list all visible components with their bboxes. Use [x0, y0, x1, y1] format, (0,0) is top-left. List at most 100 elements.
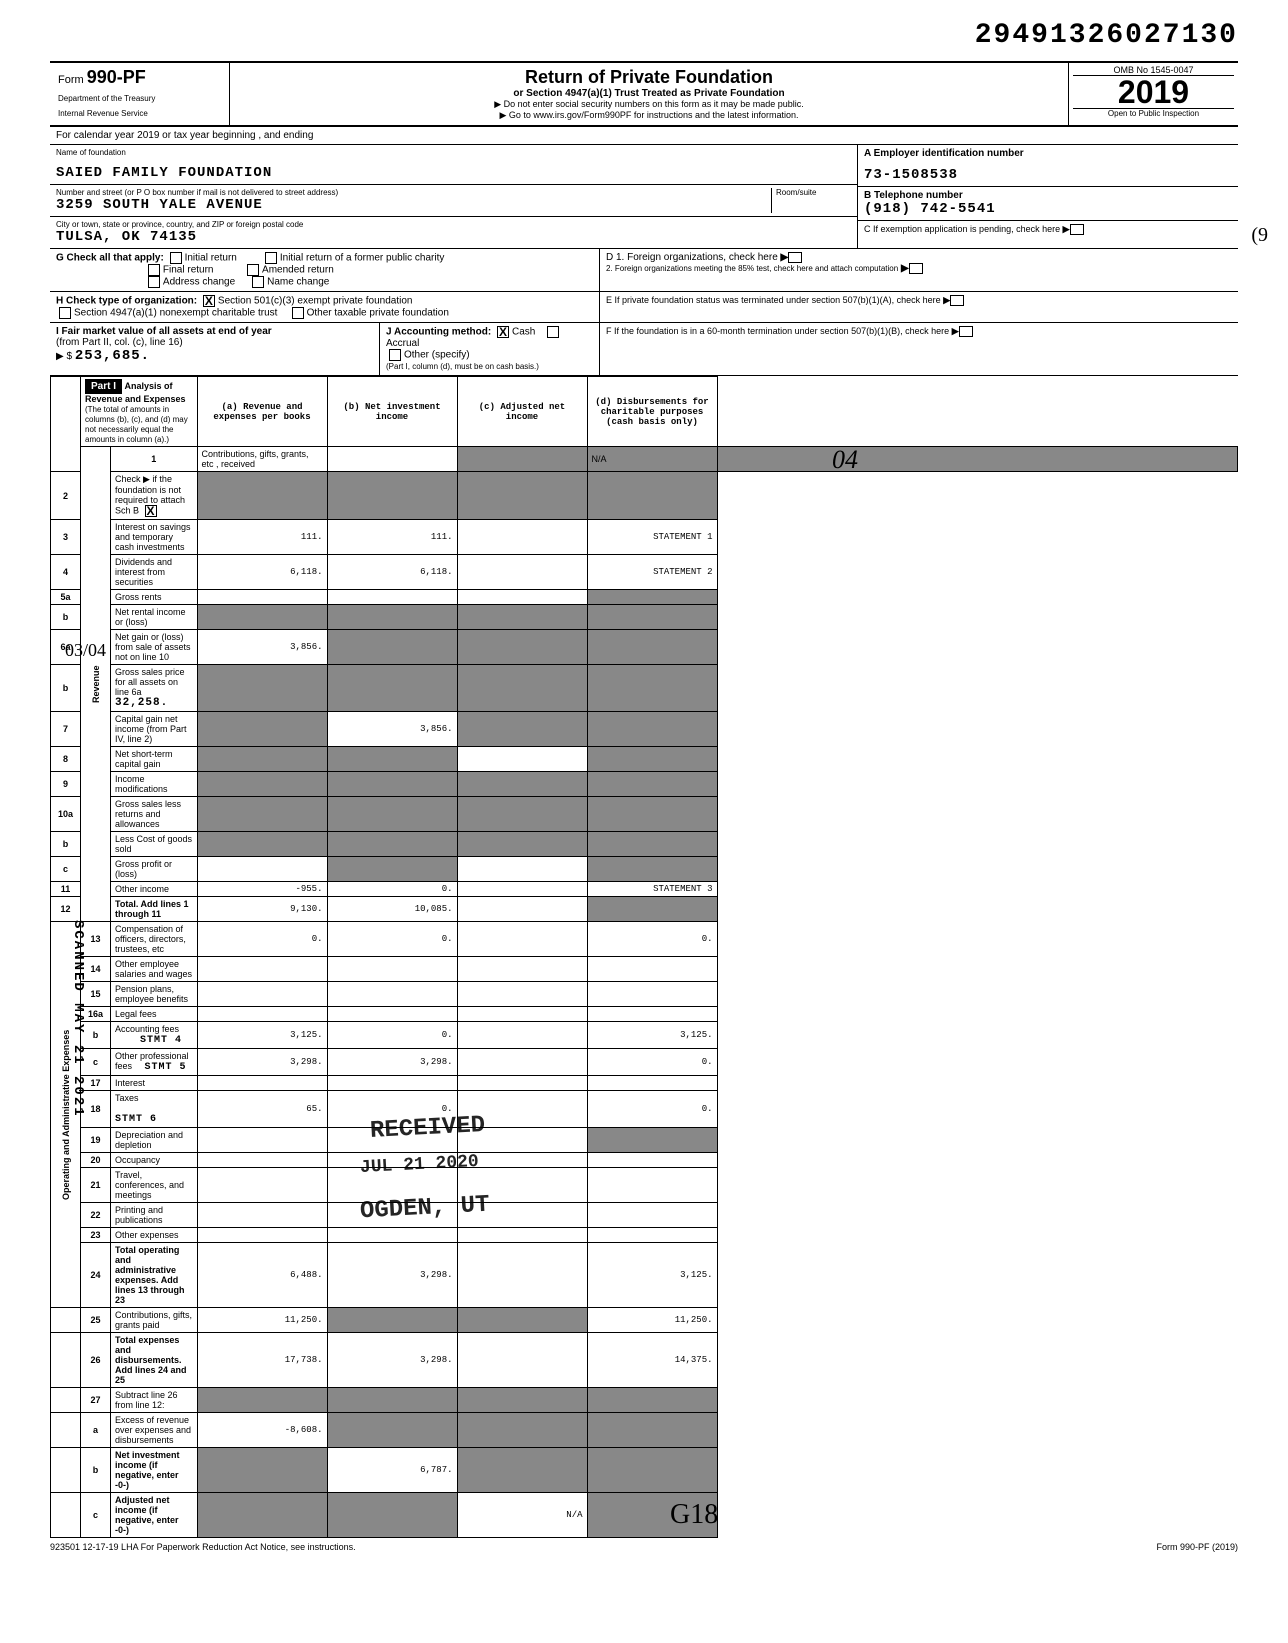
- cash-checkbox[interactable]: [497, 326, 509, 338]
- d1-label: D 1. Foreign organizations, check here: [606, 252, 778, 263]
- d2-label: 2. Foreign organizations meeting the 85%…: [606, 264, 898, 273]
- name-label: Name of foundation: [56, 148, 851, 157]
- l12b: 10,085.: [327, 897, 457, 922]
- line27b: Net investment income (if negative, ente…: [115, 1450, 180, 1490]
- j-accrual: Accrual: [386, 338, 419, 349]
- line10a: Gross sales less returns and allowances: [111, 797, 198, 832]
- l4d: STATEMENT 2: [587, 555, 717, 590]
- l24a: 6,488.: [197, 1243, 327, 1308]
- l16bstmt: STMT 4: [140, 1035, 182, 1046]
- c-checkbox[interactable]: [1070, 224, 1084, 235]
- line5b: Net rental income or (loss): [111, 605, 198, 630]
- initial-return-checkbox[interactable]: [170, 252, 182, 264]
- address: 3259 SOUTH YALE AVENUE: [56, 197, 771, 213]
- l13d: 0.: [587, 922, 717, 957]
- i-arrow: ▶ $: [56, 351, 72, 362]
- h-4947: Section 4947(a)(1) nonexempt charitable …: [74, 308, 277, 319]
- l24d: 3,125.: [587, 1243, 717, 1308]
- final-return-checkbox[interactable]: [148, 264, 160, 276]
- l27cc: N/A: [457, 1493, 587, 1538]
- i-label: I Fair market value of all assets at end…: [56, 326, 272, 337]
- line12: Total. Add lines 1 through 11: [115, 899, 189, 919]
- i-from: (from Part II, col. (c), line 16): [56, 337, 183, 348]
- city-label: City or town, state or province, country…: [56, 220, 851, 229]
- c-label: C If exemption application is pending, c…: [864, 224, 1060, 234]
- line18: Taxes: [115, 1093, 139, 1103]
- form-prefix: Form: [58, 74, 84, 86]
- addr-change-checkbox[interactable]: [148, 276, 160, 288]
- l16ca: 3,298.: [197, 1049, 327, 1076]
- hand-side-note: 03/04: [65, 640, 106, 661]
- accrual-checkbox[interactable]: [547, 326, 559, 338]
- line1: Contributions, gifts, grants, etc , rece…: [197, 447, 327, 472]
- l11d: STATEMENT 3: [587, 882, 717, 897]
- line21: Travel, conferences, and meetings: [111, 1168, 198, 1203]
- form-note2: ▶ Go to www.irs.gov/Form990PF for instru…: [238, 110, 1060, 121]
- l12a: 9,130.: [197, 897, 327, 922]
- j-other: Other (specify): [404, 350, 470, 361]
- revenue-label: Revenue: [81, 447, 111, 922]
- name-change-checkbox[interactable]: [252, 276, 264, 288]
- l25d: 11,250.: [587, 1308, 717, 1333]
- l3b: 111.: [327, 520, 457, 555]
- city-state-zip: TULSA, OK 74135: [56, 229, 851, 245]
- line16b: Accounting fees: [115, 1024, 179, 1034]
- l3d: STATEMENT 1: [587, 520, 717, 555]
- phone-value: (918) 742-5541: [864, 201, 1232, 217]
- line5a: Gross rents: [111, 590, 198, 605]
- col-c-header: (c) Adjusted net income: [457, 377, 587, 447]
- l16bb: 0.: [327, 1022, 457, 1049]
- col-b-header: (b) Net investment income: [327, 377, 457, 447]
- l3a: 111.: [197, 520, 327, 555]
- h-label: H Check type of organization:: [56, 296, 197, 307]
- l11a: -955.: [197, 882, 327, 897]
- h-4947-checkbox[interactable]: [59, 307, 71, 319]
- line8: Net short-term capital gain: [111, 747, 198, 772]
- l26b: 3,298.: [327, 1333, 457, 1388]
- f-checkbox[interactable]: [959, 326, 973, 337]
- l16ba: 3,125.: [197, 1022, 327, 1049]
- l16cb: 3,298.: [327, 1049, 457, 1076]
- na-cell: N/A: [587, 447, 717, 472]
- addr-label: Number and street (or P O box number if …: [56, 188, 771, 197]
- l16cstmt: STMT 5: [145, 1062, 187, 1073]
- amended-checkbox[interactable]: [247, 264, 259, 276]
- col-a-header: (a) Revenue and expenses per books: [197, 377, 327, 447]
- form-header: Form 990-PF Department of the Treasury I…: [50, 61, 1238, 127]
- tax-year-line: For calendar year 2019 or tax year begin…: [50, 127, 1238, 145]
- part1-subtitle: (The total of amounts in columns (b), (c…: [85, 405, 188, 444]
- line27a: Excess of revenue over expenses and disb…: [111, 1413, 198, 1448]
- line6b: Gross sales price for all assets on line…: [115, 667, 185, 697]
- d2-checkbox[interactable]: [909, 263, 923, 274]
- initial-former-checkbox[interactable]: [265, 252, 277, 264]
- footer-left: 923501 12-17-19 LHA For Paperwork Reduct…: [50, 1542, 356, 1552]
- h-501c3-checkbox[interactable]: [203, 295, 215, 307]
- line14: Other employee salaries and wages: [111, 957, 198, 982]
- form-number: 990-PF: [87, 67, 146, 87]
- l4b: 6,118.: [327, 555, 457, 590]
- schb-checkbox[interactable]: [145, 505, 157, 517]
- line4: Dividends and interest from securities: [111, 555, 198, 590]
- l4a: 6,118.: [197, 555, 327, 590]
- addr-change: Address change: [163, 277, 235, 288]
- l16cd: 0.: [587, 1049, 717, 1076]
- l25a: 11,250.: [197, 1308, 327, 1333]
- irs-label: Internal Revenue Service: [58, 109, 221, 118]
- document-number: 29491326027130: [50, 20, 1238, 51]
- line26: Total expenses and disbursements. Add li…: [115, 1335, 187, 1385]
- line9: Income modifications: [111, 772, 198, 797]
- h-other-checkbox[interactable]: [292, 307, 304, 319]
- e-checkbox[interactable]: [950, 295, 964, 306]
- other-checkbox[interactable]: [389, 349, 401, 361]
- line11: Other income: [111, 882, 198, 897]
- col-d-header: (d) Disbursements for charitable purpose…: [587, 377, 717, 447]
- h-501c3: Section 501(c)(3) exempt private foundat…: [218, 296, 413, 307]
- l24b: 3,298.: [327, 1243, 457, 1308]
- line27c: Adjusted net income (if negative, enter …: [115, 1495, 179, 1535]
- part1-label: Part I: [85, 379, 122, 394]
- j-note: (Part I, column (d), must be on cash bas…: [386, 362, 539, 371]
- dept-treasury: Department of the Treasury: [58, 94, 221, 103]
- d1-checkbox[interactable]: [788, 252, 802, 263]
- l7b: 3,856.: [327, 712, 457, 747]
- footer-right: Form 990-PF (2019): [1156, 1542, 1238, 1552]
